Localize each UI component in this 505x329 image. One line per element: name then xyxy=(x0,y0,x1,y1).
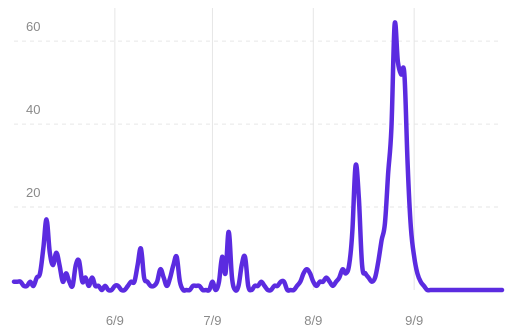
y-tick-label: 40 xyxy=(26,102,40,117)
y-tick-label: 20 xyxy=(26,185,40,200)
x-tick-label: 9/9 xyxy=(405,313,423,328)
axis-layer: 20 40 60 6/9 7/9 8/9 9/9 xyxy=(26,19,423,328)
x-tick-label: 6/9 xyxy=(106,313,124,328)
x-tick-label: 7/9 xyxy=(203,313,221,328)
x-tick-label: 8/9 xyxy=(304,313,322,328)
y-tick-label: 60 xyxy=(26,19,40,34)
series-line xyxy=(11,20,505,293)
grid-layer xyxy=(14,8,502,290)
series-layer xyxy=(11,20,505,293)
